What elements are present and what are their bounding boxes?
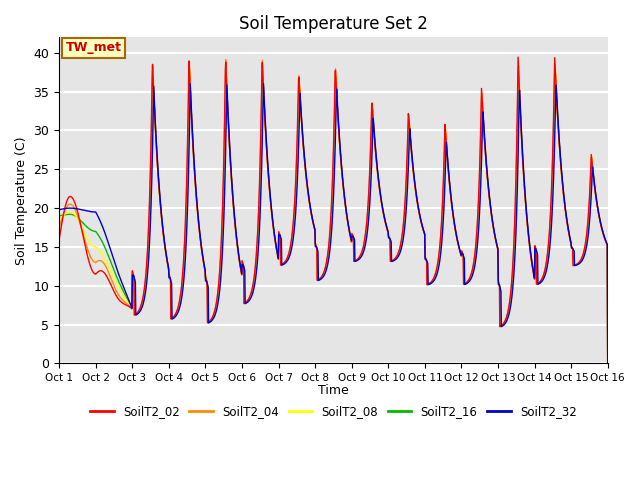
Title: Soil Temperature Set 2: Soil Temperature Set 2	[239, 15, 428, 33]
X-axis label: Time: Time	[318, 384, 349, 397]
Legend: SoilT2_02, SoilT2_04, SoilT2_08, SoilT2_16, SoilT2_32: SoilT2_02, SoilT2_04, SoilT2_08, SoilT2_…	[85, 400, 582, 423]
Y-axis label: Soil Temperature (C): Soil Temperature (C)	[15, 136, 28, 264]
Text: TW_met: TW_met	[66, 41, 122, 54]
